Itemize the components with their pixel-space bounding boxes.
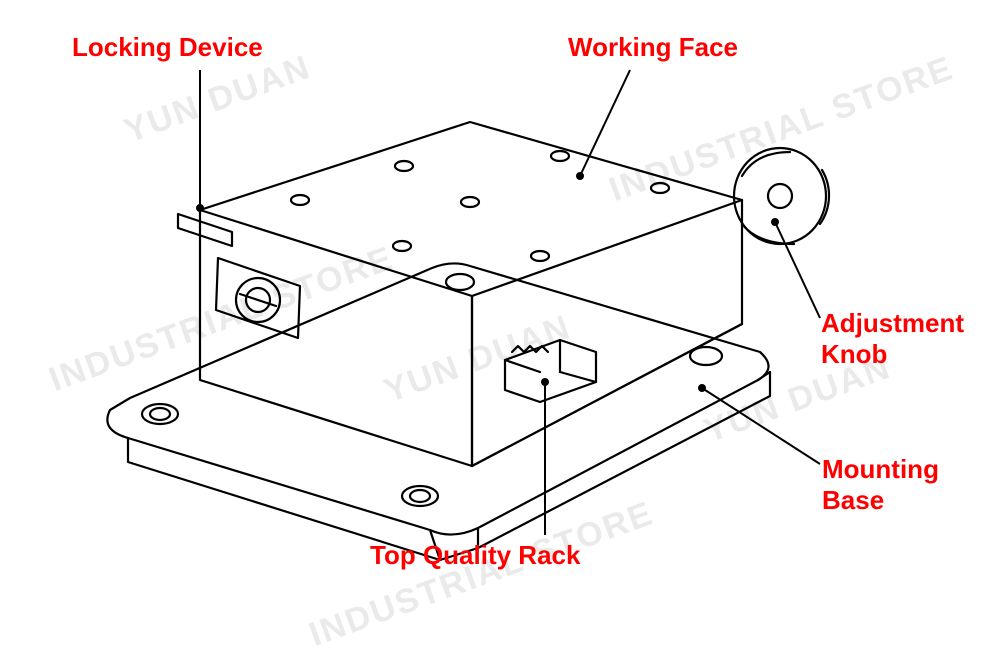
leader-dot [772, 219, 778, 225]
leader-adjustment-knob [775, 222, 820, 318]
leader-mounting-base [702, 388, 820, 464]
leader-dot [577, 173, 583, 179]
label-working-face: Working Face [568, 32, 738, 63]
leader-dot [699, 385, 705, 391]
leader-dot [542, 379, 548, 385]
label-top-quality-rack: Top Quality Rack [370, 540, 580, 571]
label-adjustment-knob: Adjustment Knob [821, 308, 964, 370]
label-locking-device: Locking Device [72, 32, 263, 63]
label-mounting-base: Mounting Base [822, 454, 939, 516]
leader-dot [197, 205, 203, 211]
